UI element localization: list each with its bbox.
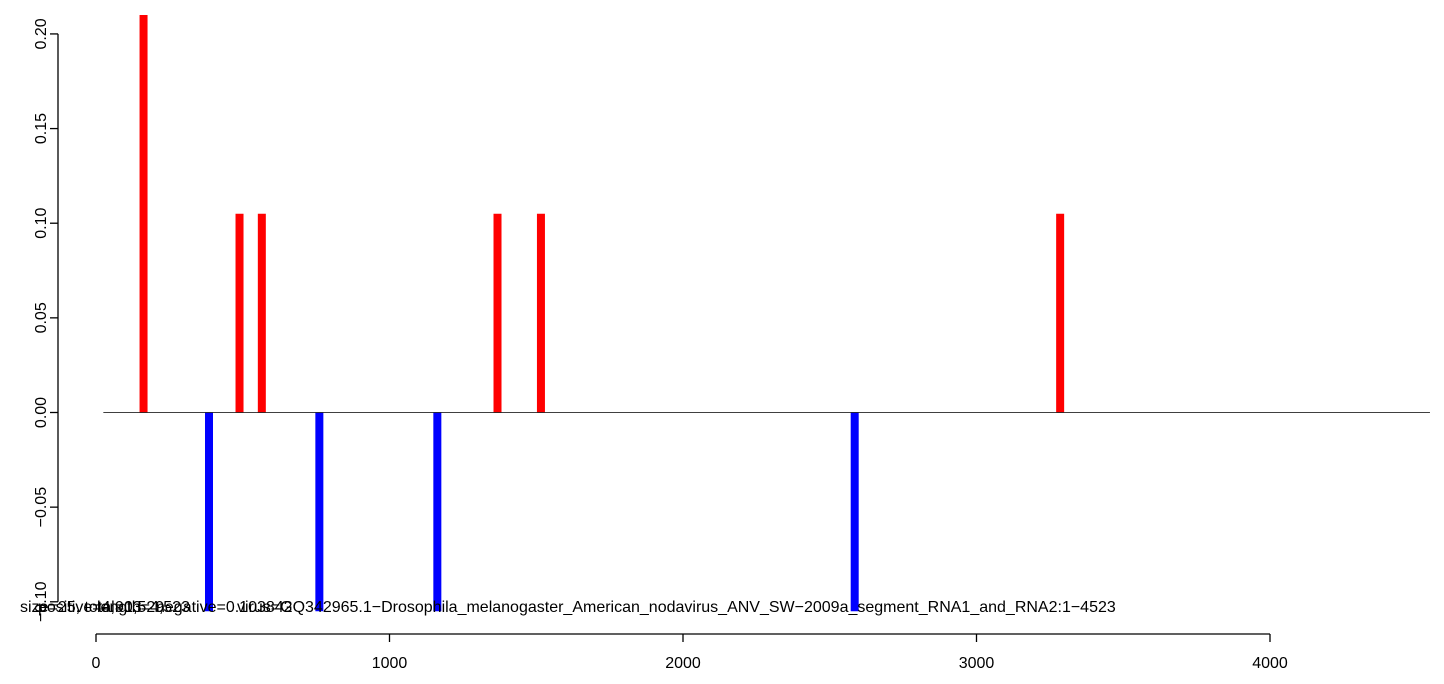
x-axis: 0 1000 2000 3000 4000 bbox=[92, 633, 1288, 672]
negative-bar bbox=[850, 412, 859, 612]
x-tick-label: 1000 bbox=[372, 655, 408, 672]
annotation-length: length=4,523 bbox=[97, 599, 190, 616]
positive-bar bbox=[235, 213, 244, 413]
negative-bar bbox=[315, 412, 324, 612]
y-tick-label: 0.00 bbox=[33, 397, 50, 428]
x-tick-label: 3000 bbox=[959, 655, 995, 672]
annotation-virus: virus=GQ342965.1−Drosophila_melanogaster… bbox=[237, 599, 1116, 616]
x-tick-label: 4000 bbox=[1252, 655, 1288, 672]
y-tick-label: 0.15 bbox=[33, 113, 50, 144]
negative-bar bbox=[433, 412, 442, 612]
positive-bar bbox=[536, 213, 545, 413]
positive-bar bbox=[493, 213, 502, 413]
positive-bar bbox=[1056, 213, 1065, 413]
y-tick-label: 0.10 bbox=[33, 208, 50, 239]
y-tick-label: 0.20 bbox=[33, 18, 50, 49]
annotation-size: size=25, total=1,529 bbox=[20, 599, 164, 616]
y-tick-label: −0.10 bbox=[33, 581, 50, 622]
y-axis: −0.10 −0.05 0.00 0.05 0.10 0.15 0.20 bbox=[33, 18, 59, 622]
annotations: size=25, total=1,529 positive=4,903 leng… bbox=[20, 599, 1116, 616]
y-tick-label: −0.05 bbox=[33, 487, 50, 528]
positive-bar bbox=[257, 213, 266, 413]
positive-bar bbox=[139, 15, 148, 413]
y-tick-label: 0.05 bbox=[33, 302, 50, 333]
annotation-negative: negative=0.103842 bbox=[156, 599, 293, 616]
x-tick-label: 0 bbox=[92, 655, 101, 672]
bars bbox=[103, 15, 1430, 612]
negative-bar bbox=[204, 412, 213, 612]
x-tick-label: 2000 bbox=[665, 655, 701, 672]
annotation-positive: positive=4,903 bbox=[38, 599, 142, 616]
